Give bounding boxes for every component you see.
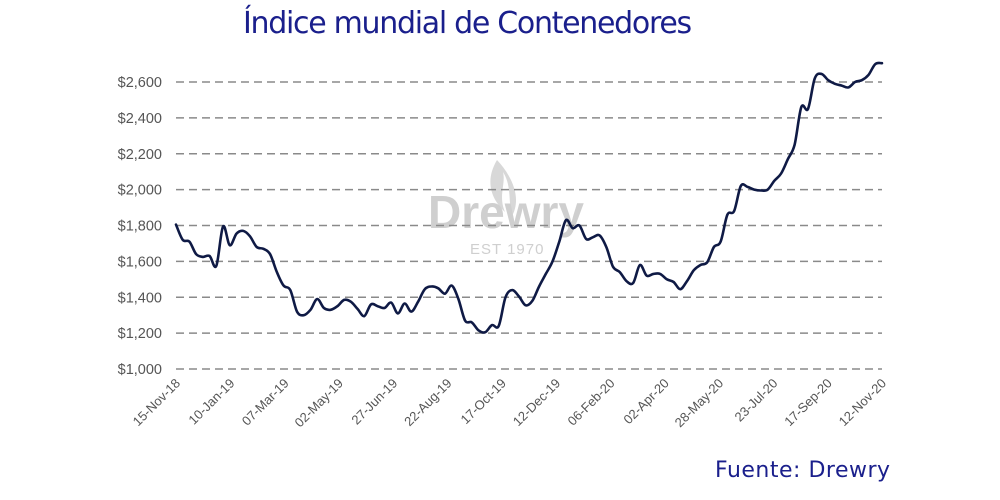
- flame-icon: [490, 160, 517, 216]
- x-axis-ticks: 15-Nov-18 10-Jan-19 07-Mar-19 02-May-19 27-J…: [130, 376, 890, 431]
- x-tick-label: 15-Nov-18: [130, 376, 184, 430]
- chart-title: Índice mundial de Contenedores: [243, 6, 692, 41]
- x-tick-label: 12-Dec-19: [510, 376, 564, 430]
- series-line: [174, 61, 884, 334]
- x-tick-label: 02-May-19: [291, 376, 346, 431]
- watermark-brand: Drewry: [428, 186, 584, 238]
- y-tick-label: $2,000: [118, 183, 162, 199]
- y-tick-label: $2,400: [118, 111, 162, 127]
- x-tick-label: 12-Nov-20: [836, 376, 890, 430]
- x-tick-label: 02-Apr-20: [620, 376, 671, 427]
- x-tick-label: 22-Aug-19: [401, 376, 455, 430]
- y-axis-ticks: $1,000 $1,200 $1,400 $1,600 $1,800 $2,000 $2,2…: [118, 75, 162, 378]
- grid-lines: [176, 81, 882, 370]
- drewry-watermark: Drewry EST 1970: [428, 160, 584, 258]
- x-tick-label: 06-Feb-20: [565, 376, 618, 429]
- source-caption: Fuente: Drewry: [715, 458, 891, 483]
- y-tick-label: $1,400: [118, 290, 162, 306]
- y-tick-label: $1,000: [118, 362, 162, 378]
- x-tick-label: 10-Jan-19: [185, 376, 237, 428]
- x-tick-label: 07-Mar-19: [239, 376, 292, 429]
- x-tick-label: 17-Sep-20: [781, 376, 835, 430]
- y-tick-label: $1,200: [118, 326, 162, 342]
- x-tick-label: 17-Oct-19: [457, 376, 508, 427]
- x-tick-label: 28-May-20: [672, 376, 727, 431]
- y-tick-label: $1,800: [118, 219, 162, 235]
- x-tick-label: 27-Jun-19: [348, 376, 400, 428]
- y-tick-label: $2,600: [118, 75, 162, 91]
- y-tick-label: $1,600: [118, 254, 162, 270]
- watermark-est: EST 1970: [470, 241, 544, 258]
- x-tick-label: 23-Jul-20: [732, 376, 781, 425]
- y-tick-label: $2,200: [118, 147, 162, 163]
